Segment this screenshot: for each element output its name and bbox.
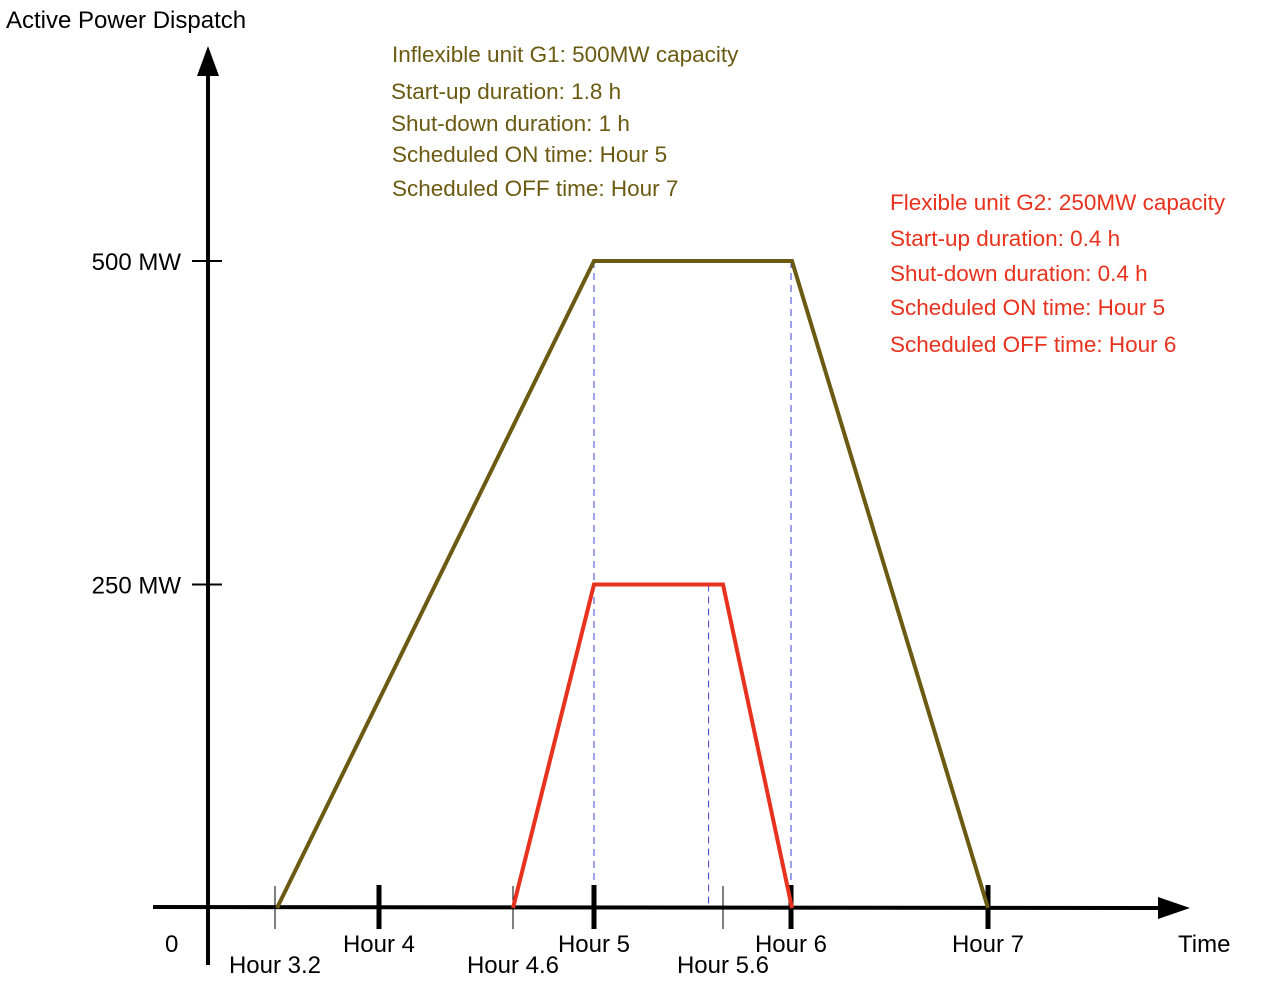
x-axis-label: Time [1178, 931, 1230, 958]
x-axis-line [152, 905, 1161, 910]
g1-annotation: Inflexible unit G1: 500MW capacity Start… [391, 42, 739, 201]
x-axis-arrowhead [1158, 897, 1190, 919]
g1-line-2: Start-up duration: 1.8 h [391, 79, 621, 104]
g2-line-4: Scheduled ON time: Hour 5 [890, 295, 1165, 320]
g2-line-1: Flexible unit G2: 250MW capacity [890, 190, 1226, 215]
g2-line-2: Start-up duration: 0.4 h [890, 226, 1120, 251]
x-tick-label: Hour 4 [343, 931, 415, 958]
g2-line-5: Scheduled OFF time: Hour 6 [890, 332, 1176, 357]
g1-dispatch-line [275, 259, 990, 909]
g2-dispatch-line [511, 582, 794, 909]
g1-line-4: Scheduled ON time: Hour 5 [392, 142, 667, 167]
y-tick-label: 500 MW [92, 249, 182, 276]
x-tick-label: Hour 5 [558, 931, 630, 958]
x-tick-label: Hour 6 [755, 931, 827, 958]
axes [152, 46, 1190, 965]
y-axis-arrowhead [197, 46, 219, 76]
g1-line-1: Inflexible unit G1: 500MW capacity [392, 42, 739, 67]
g2-annotation: Flexible unit G2: 250MW capacity Start-u… [890, 190, 1226, 357]
x-tick-label: Hour 5.6 [677, 952, 769, 979]
y-tick-label: 250 MW [92, 573, 182, 600]
x-tick-label: Hour 3.2 [229, 952, 321, 979]
guide-lines [593, 261, 792, 907]
y-axis-label: Active Power Dispatch [6, 7, 246, 34]
g2-line-3: Shut-down duration: 0.4 h [890, 261, 1148, 286]
g1-line-3: Shut-down duration: 1 h [391, 111, 630, 136]
y-ticks: 500 MW 250 MW [92, 249, 222, 600]
dispatch-profiles [275, 259, 990, 909]
x-tick-label: Hour 4.6 [467, 952, 559, 979]
x-tick-label: Hour 7 [952, 931, 1024, 958]
g1-line-5: Scheduled OFF time: Hour 7 [392, 176, 678, 201]
origin-label: 0 [165, 931, 178, 958]
